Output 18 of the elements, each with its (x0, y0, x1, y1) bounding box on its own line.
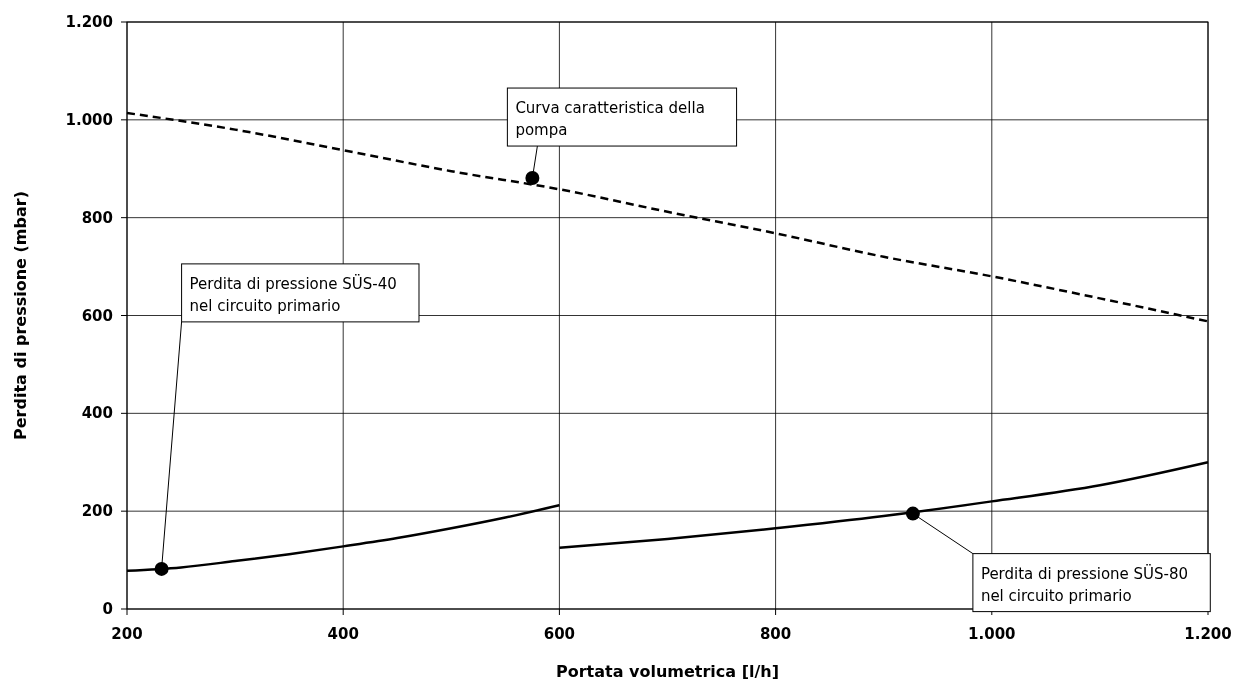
y-tick-label: 600 (81, 306, 113, 325)
x-tick-label: 1.200 (1184, 625, 1232, 643)
x-tick-label: 400 (327, 625, 359, 643)
y-tick-label: 200 (81, 502, 113, 521)
annotation: Curva caratteristica della pompa (515, 99, 705, 140)
x-axis-title: Portata volumetrica [l/h] (555, 662, 780, 681)
y-tick-label: 800 (81, 208, 113, 227)
y-tick-label: 1.200 (65, 13, 113, 31)
x-tick-label: 600 (543, 625, 576, 643)
x-tick-label: 200 (111, 625, 143, 643)
y-tick-label: 0 (102, 600, 113, 618)
x-tick-label: 800 (759, 625, 792, 643)
annotation: Perdita di pressione SÜS-80 nel circuito primario (980, 563, 1189, 605)
y-axis-title: Perdita di pressione (mbar) (11, 191, 30, 440)
y-tick-label: 400 (81, 404, 113, 423)
annotation: Perdita di pressione SÜS-40 nel circuito primario (189, 273, 397, 315)
x-tick-label: 1.000 (968, 625, 1016, 643)
y-tick-label: 1.000 (65, 110, 113, 129)
